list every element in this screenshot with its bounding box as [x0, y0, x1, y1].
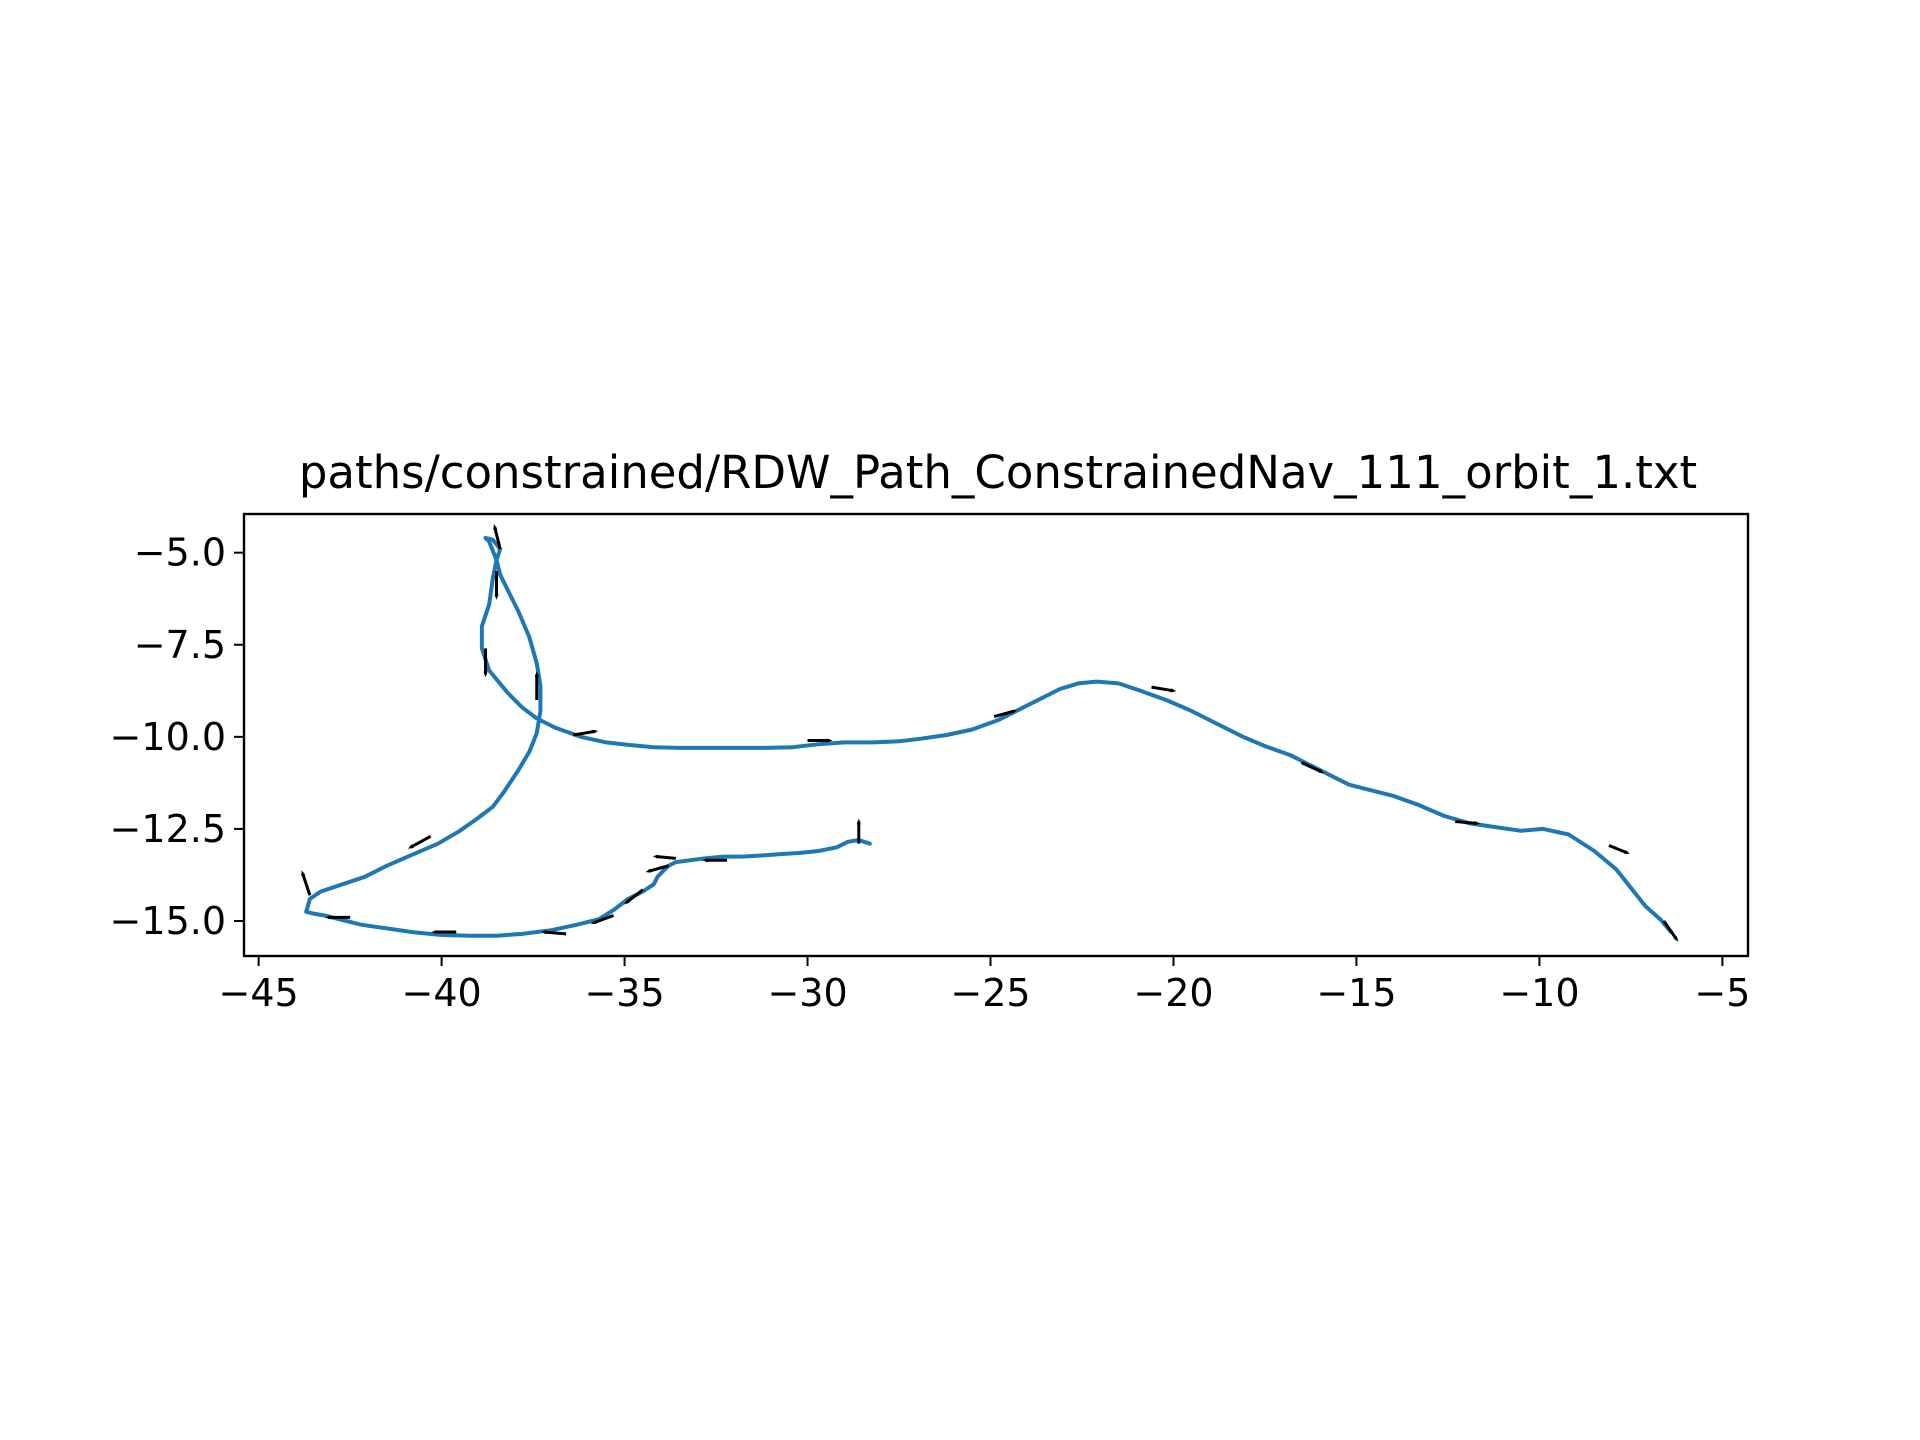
path-line-0 — [304, 535, 1674, 938]
x-tick-label: −15 — [1316, 971, 1396, 1015]
y-tick-label: −12.5 — [110, 807, 226, 851]
direction-arrow — [993, 709, 1018, 719]
direction-arrow — [652, 854, 676, 860]
chart-title: paths/constrained/RDW_Path_ConstrainedNa… — [299, 446, 1697, 499]
direction-arrow — [1300, 761, 1325, 774]
direction-arrow — [624, 888, 644, 905]
direction-arrow — [1608, 844, 1631, 855]
direction-arrow — [1151, 685, 1177, 693]
direction-arrow — [645, 864, 669, 873]
direction-arrow — [301, 870, 312, 896]
x-tick-label: −35 — [584, 971, 664, 1015]
x-axis: −45 −40 −35 −30 −25 −20 −15 −10 −5 — [219, 956, 1750, 1015]
x-tick-label: −45 — [219, 971, 299, 1015]
plot-frame — [242, 512, 1750, 958]
direction-arrow — [1662, 920, 1679, 942]
y-tick-label: −15.0 — [110, 899, 226, 943]
x-tick-label: −5 — [1694, 971, 1750, 1015]
x-tick-label: −40 — [402, 971, 482, 1015]
direction-arrow — [407, 834, 432, 849]
y-tick-label: −10.0 — [110, 715, 226, 759]
direction-arrow — [573, 729, 599, 737]
x-tick-label: −30 — [767, 971, 847, 1015]
y-tick-label: −7.5 — [134, 623, 226, 667]
x-tick-label: −25 — [950, 971, 1030, 1015]
plot-area — [301, 523, 1679, 942]
y-axis: −5.0 −7.5 −10.0 −12.5 −15.0 — [110, 531, 244, 943]
direction-arrow — [541, 930, 567, 936]
y-tick-label: −5.0 — [134, 531, 226, 575]
direction-arrow — [493, 523, 502, 550]
direction-arrow — [1455, 820, 1481, 826]
direction-arrow — [590, 914, 615, 925]
x-tick-label: −20 — [1133, 971, 1213, 1015]
x-tick-label: −10 — [1499, 971, 1579, 1015]
